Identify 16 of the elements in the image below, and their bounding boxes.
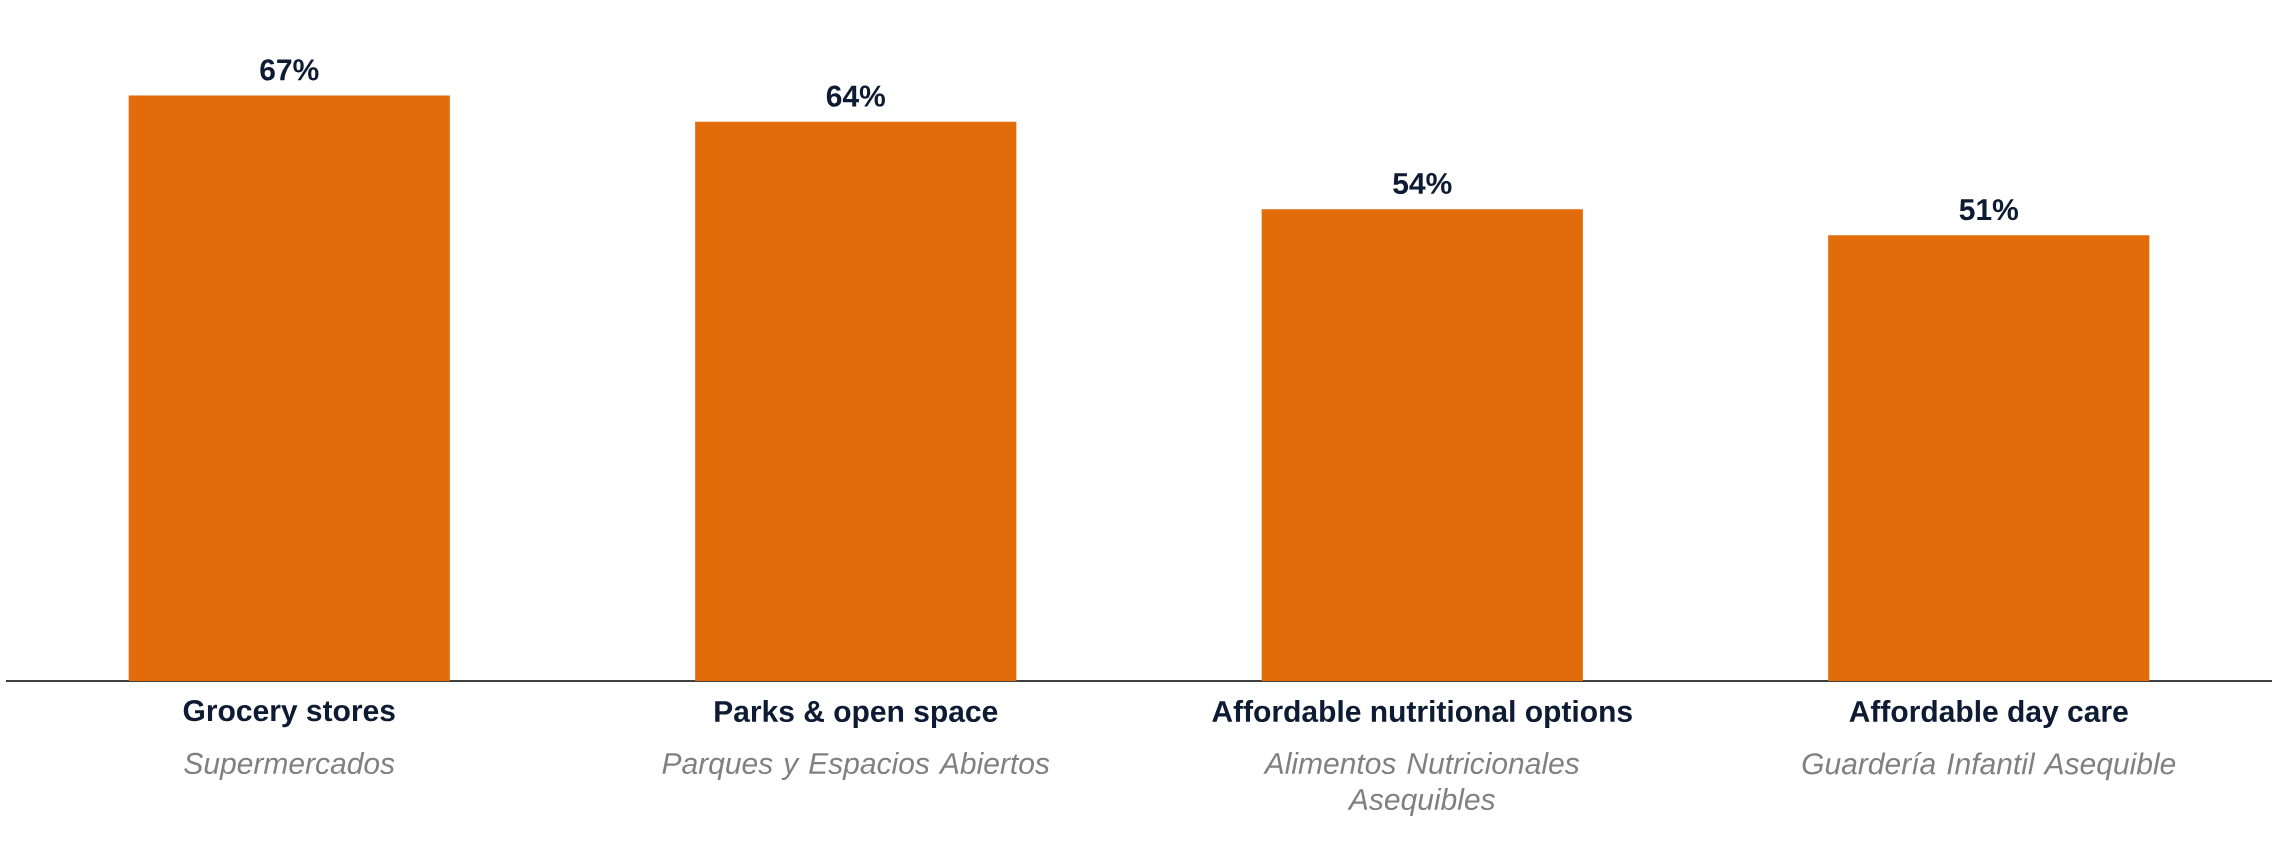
- x-tick-label: Grocery stores: [183, 700, 395, 728]
- text: Parques y Espacios Abiertos: [662, 752, 1050, 781]
- bar: [128, 95, 450, 681]
- text: Guardería Infantil Asequible: [1802, 752, 2176, 781]
- bar: [695, 121, 1017, 681]
- data-label: 67%: [260, 59, 319, 81]
- text: Alimentos Nutricionales Asequibles: [1263, 752, 1580, 817]
- bar: [1828, 235, 2150, 681]
- x-tick-label: Parks & open space: [715, 700, 998, 729]
- data-label: 64%: [826, 85, 885, 107]
- data-label: 51%: [1959, 199, 2018, 221]
- data-label: 54%: [1393, 172, 1452, 195]
- bar: [1261, 209, 1583, 681]
- x-tick-label: Affordable nutritional options: [1212, 700, 1632, 729]
- text: Supermercados: [184, 752, 395, 781]
- x-tick-label: Affordable day care: [1849, 700, 2128, 729]
